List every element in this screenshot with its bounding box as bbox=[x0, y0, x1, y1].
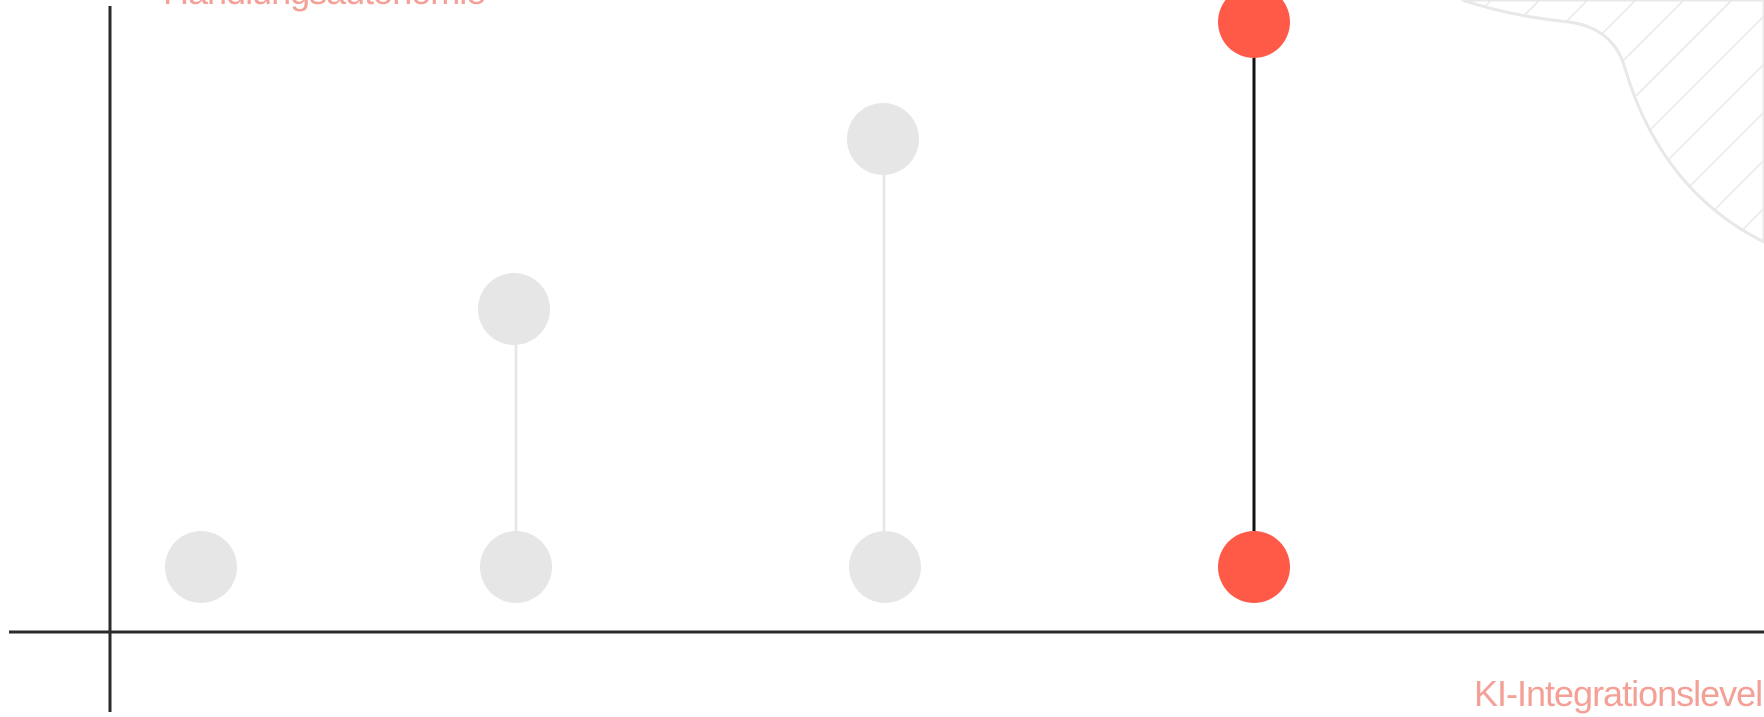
dot-highlight bbox=[1218, 0, 1290, 58]
diagram: Handlungsautonomie KI-Integrationslevel bbox=[0, 0, 1764, 717]
page: {"axis_labels": {"y": "Handlungsautonomi… bbox=[0, 0, 1764, 717]
x-axis-label: KI-Integrationslevel bbox=[1474, 673, 1762, 714]
dot-highlight bbox=[1218, 531, 1290, 603]
dot bbox=[847, 103, 919, 175]
dot bbox=[478, 273, 550, 345]
dot bbox=[165, 531, 237, 603]
decorative-blob bbox=[1462, 0, 1764, 242]
dot bbox=[849, 531, 921, 603]
dot bbox=[480, 531, 552, 603]
y-axis-label: Handlungsautonomie bbox=[163, 0, 485, 12]
